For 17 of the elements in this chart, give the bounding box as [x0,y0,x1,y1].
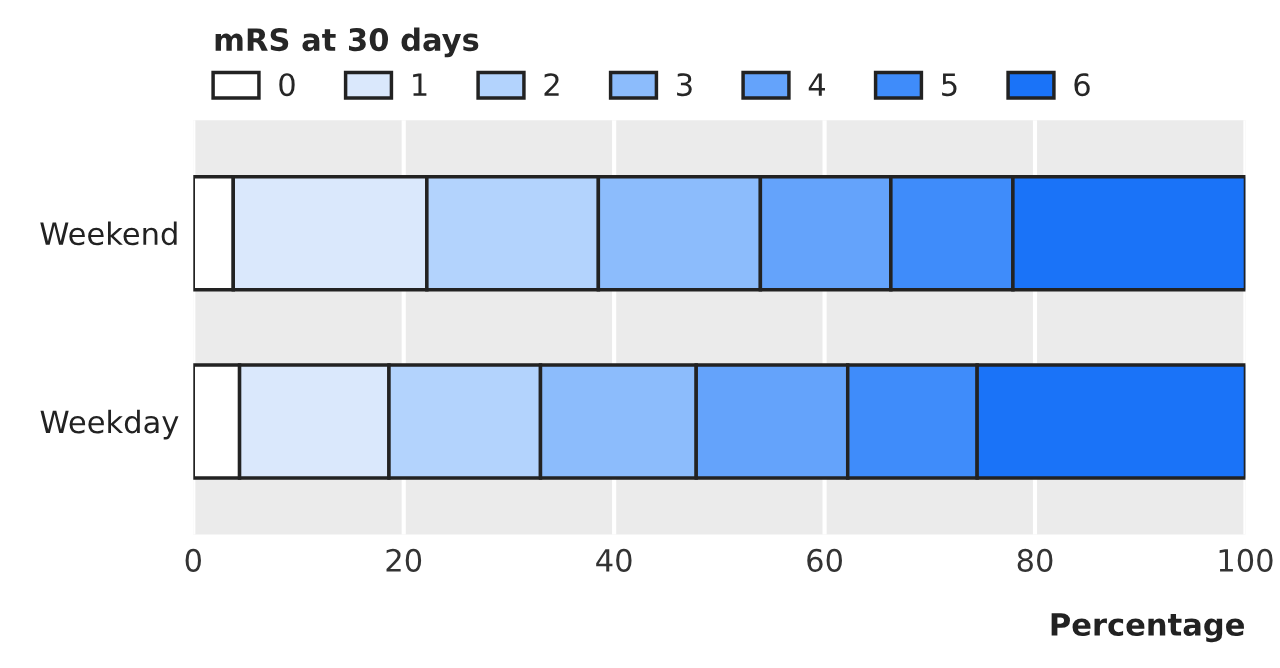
legend-label: 5 [942,73,957,97]
legend-label: 2 [544,73,559,96]
legend-label: 1 [413,73,427,96]
legend-label: 6 [1074,73,1090,97]
x-tick-label: 80 [1017,548,1053,572]
y-tick-label: Weekend [40,221,177,246]
legend-label: 0 [279,73,295,97]
legend-label: 4 [808,73,825,96]
x-tick-label: 0 [185,548,201,572]
legend-title: mRS at 30 days [215,27,479,58]
y-tick-label: Weekday [40,409,179,440]
x-tick-label: 40 [596,548,632,572]
x-axis-title: Percentage [1051,613,1244,643]
x-tick-label: 60 [807,548,842,572]
x-tick-label: 20 [386,548,422,572]
legend-label: 3 [677,73,692,97]
x-tick-label: 100 [1219,548,1273,572]
